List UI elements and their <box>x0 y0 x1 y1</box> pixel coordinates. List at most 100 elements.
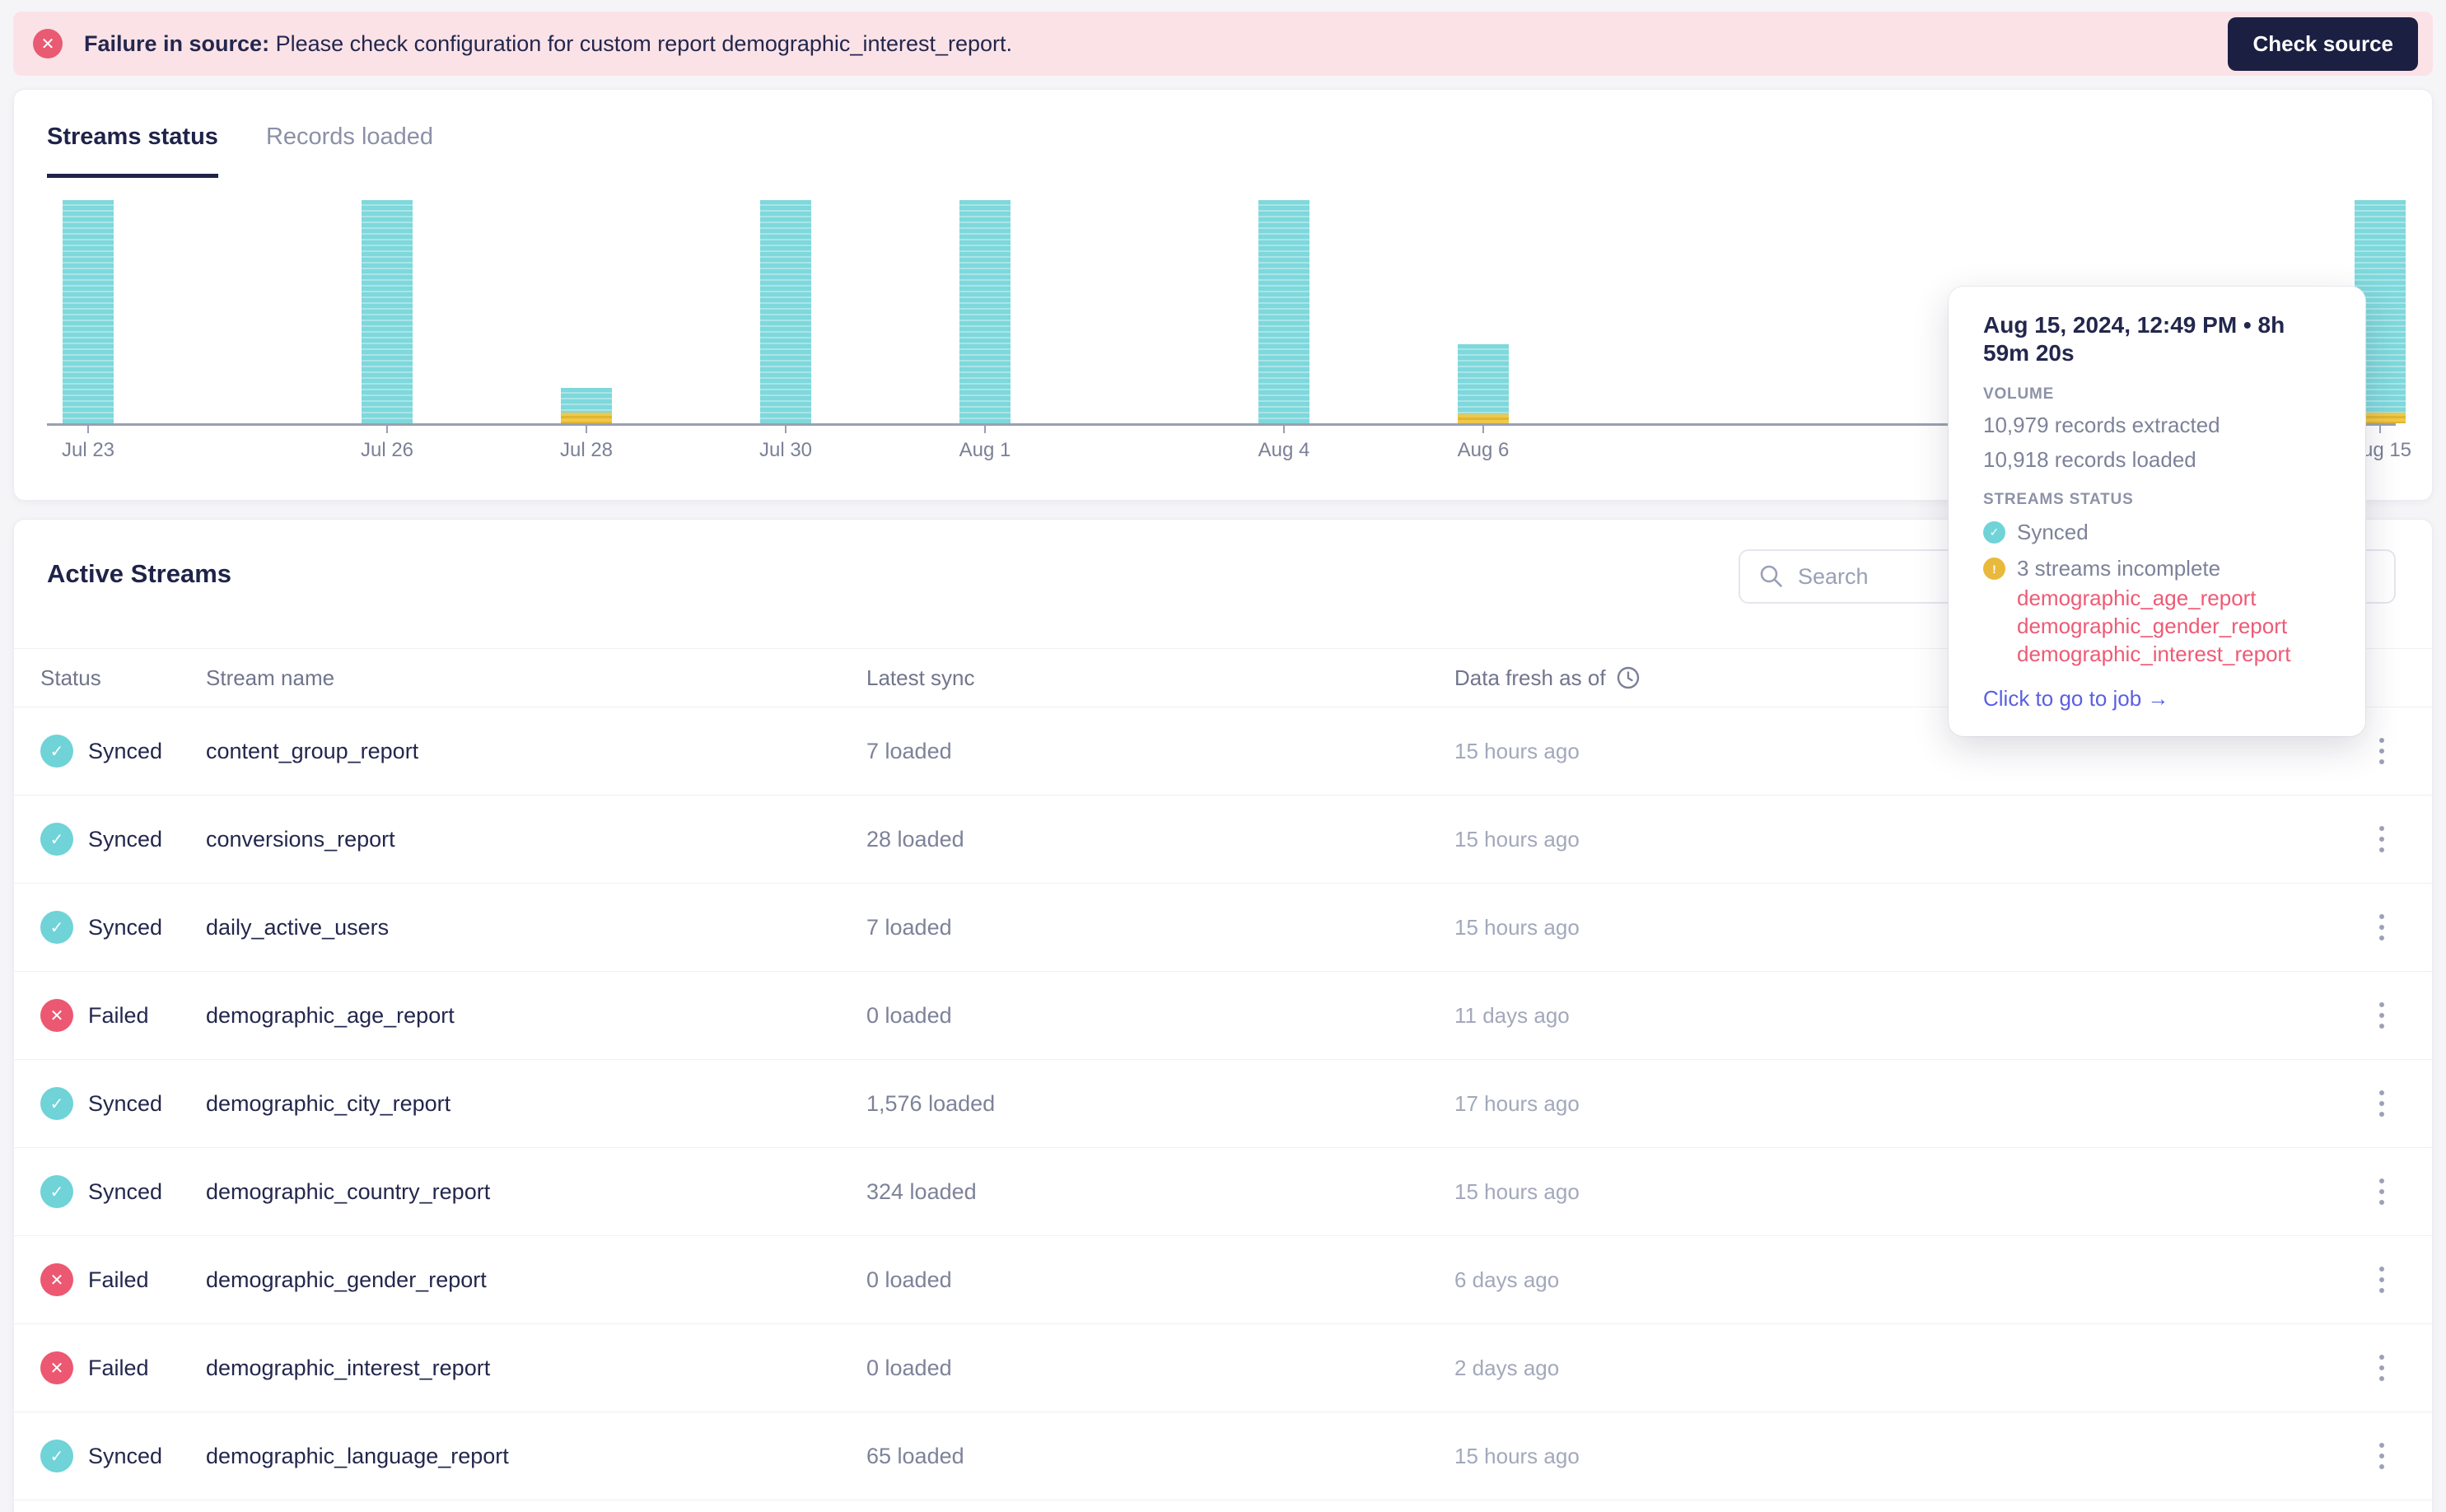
table-row: ✓ Synced demographic_city_report 1,576 load… <box>14 1060 2432 1148</box>
check-source-button[interactable]: Check source <box>2228 16 2418 71</box>
column-data-fresh: Data fresh as of <box>1454 665 2333 691</box>
sync-history-chart: Jul 23 Jul 26 Jul 28 Jul 30 Aug 1 Aug 4 Aug 6 A… <box>14 90 2432 500</box>
data-fresh: 6 days ago <box>1454 1267 1560 1292</box>
chart-bar-aug-1[interactable] <box>959 200 1011 423</box>
latest-sync: 7 loaded <box>866 914 952 940</box>
data-fresh: 15 hours ago <box>1454 1178 1580 1204</box>
table-row: ✓ Synced content_group_report 7 loaded 15 ho… <box>14 707 2432 796</box>
latest-sync: 0 loaded <box>866 1355 952 1380</box>
tooltip-records-extracted: 10,979 records extracted <box>1983 413 2220 437</box>
table-header: Status Stream name Latest sync Data fres… <box>14 648 2432 707</box>
status-cell: ✕ Failed <box>40 1263 206 1296</box>
status-label: Synced <box>88 738 163 763</box>
status-synced-icon: ✓ <box>40 735 73 768</box>
tab-streams-status[interactable]: Streams status <box>47 123 218 178</box>
table-row: ✕ Failed demographic_interest_report 0 load… <box>14 1324 2432 1412</box>
axis-label: Aug 1 <box>959 439 1011 461</box>
status-synced-icon: ✓ <box>40 1175 73 1208</box>
sync-tooltip: Aug 15, 2024, 12:49 PM • 8h 59m 20s VOLU… <box>1949 287 2365 736</box>
status-synced-icon: ✓ <box>40 911 73 944</box>
status-cell: ✓ Synced <box>40 735 206 768</box>
incomplete-label: 3 streams incomplete <box>2017 556 2221 581</box>
stream-name: demographic_country_report <box>206 1178 491 1204</box>
failed-stream-link[interactable]: demographic_interest_report <box>2017 642 2291 666</box>
failed-stream-link[interactable]: demographic_gender_report <box>2017 614 2288 638</box>
latest-sync: 28 loaded <box>866 826 964 852</box>
latest-sync: 7 loaded <box>866 738 952 763</box>
chart-bar-aug-6[interactable] <box>1458 344 1509 423</box>
tooltip-title: Aug 15, 2024, 12:49 PM • 8h 59m 20s <box>1983 312 2285 366</box>
search-icon <box>1760 565 1782 587</box>
status-label: Failed <box>88 1267 149 1292</box>
kebab-menu-icon[interactable] <box>2374 1174 2389 1210</box>
kebab-menu-icon[interactable] <box>2374 997 2389 1034</box>
kebab-menu-icon[interactable] <box>2374 1085 2389 1122</box>
axis-tick <box>1482 426 1484 433</box>
tooltip-incomplete-row: ! 3 streams incomplete <box>1983 556 2332 581</box>
data-fresh: 15 hours ago <box>1454 826 1580 852</box>
axis-label: Aug 4 <box>1258 439 1310 461</box>
stream-name: demographic_language_report <box>206 1443 509 1468</box>
failed-stream-links: demographic_age_report demographic_gender… <box>2017 584 2332 668</box>
kebab-menu-icon[interactable] <box>2374 1262 2389 1298</box>
kebab-menu-icon[interactable] <box>2374 821 2389 857</box>
chart-bar-aug-4[interactable] <box>1258 200 1309 423</box>
latest-sync: 1,576 loaded <box>866 1090 996 1116</box>
axis-label: Jul 23 <box>61 439 115 461</box>
streams-table-body: ✓ Synced content_group_report 7 loaded 15 ho… <box>14 707 2432 1500</box>
stream-name: conversions_report <box>206 826 395 852</box>
go-to-job-link[interactable]: Click to go to job → <box>1983 686 2169 711</box>
chart-bar-jul-28[interactable] <box>561 388 612 423</box>
table-row: ✓ Synced conversions_report 28 loaded 15 hou… <box>14 796 2432 884</box>
axis-tick <box>386 426 388 433</box>
chart-bar-jul-30[interactable] <box>760 200 811 423</box>
data-fresh: 15 hours ago <box>1454 1443 1580 1468</box>
status-cell: ✓ Synced <box>40 823 206 856</box>
tooltip-volume-label: VOLUME <box>1983 385 2055 403</box>
latest-sync: 324 loaded <box>866 1178 977 1204</box>
chart-bar-jul-26[interactable] <box>362 200 413 423</box>
stream-name: demographic_interest_report <box>206 1355 491 1380</box>
status-label: Synced <box>88 1443 163 1468</box>
table-row: ✓ Synced demographic_country_report 324 loa… <box>14 1148 2432 1236</box>
stream-name: demographic_age_report <box>206 1002 455 1028</box>
axis-label: Jul 28 <box>559 439 614 461</box>
synced-check-icon: ✓ <box>1983 521 2005 544</box>
failed-stream-link[interactable]: demographic_age_report <box>2017 586 2257 610</box>
data-fresh: 2 days ago <box>1454 1355 1560 1380</box>
kebab-menu-icon[interactable] <box>2374 909 2389 945</box>
stream-name: demographic_city_report <box>206 1090 451 1116</box>
chart-bar-jul-23[interactable] <box>63 200 114 423</box>
tab-records-loaded[interactable]: Records loaded <box>265 124 434 150</box>
status-cell: ✕ Failed <box>40 1351 206 1384</box>
latest-sync: 0 loaded <box>866 1002 952 1028</box>
status-cell: ✓ Synced <box>40 1175 206 1208</box>
table-row: ✕ Failed demographic_gender_report 0 loaded… <box>14 1236 2432 1324</box>
bar-warning-segment <box>1458 414 1509 423</box>
latest-sync: 65 loaded <box>866 1443 964 1468</box>
kebab-menu-icon[interactable] <box>2374 1350 2389 1386</box>
latest-sync: 0 loaded <box>866 1267 952 1292</box>
axis-tick <box>2379 426 2381 433</box>
data-fresh: 11 days ago <box>1454 1002 1570 1028</box>
data-fresh: 15 hours ago <box>1454 738 1580 763</box>
warning-icon: ! <box>1983 558 2005 580</box>
status-cell: ✓ Synced <box>40 1087 206 1120</box>
column-stream-name: Stream name <box>206 665 335 690</box>
axis-tick <box>586 426 587 433</box>
status-failed-icon: ✕ <box>40 999 73 1032</box>
axis-label: Jul 30 <box>759 439 813 461</box>
tooltip-synced-row: ✓ Synced <box>1983 520 2332 545</box>
bar-warning-segment <box>561 413 612 423</box>
status-synced-icon: ✓ <box>40 823 73 856</box>
stream-name: daily_active_users <box>206 914 390 940</box>
x-axis <box>47 423 2396 426</box>
axis-tick <box>1283 426 1285 433</box>
kebab-menu-icon[interactable] <box>2374 1438 2389 1474</box>
axis-label: Aug 6 <box>1457 439 1510 461</box>
status-synced-icon: ✓ <box>40 1087 73 1120</box>
tooltip-streams-status-label: STREAMS STATUS <box>1983 491 2134 508</box>
kebab-menu-icon[interactable] <box>2374 733 2389 769</box>
status-failed-icon: ✕ <box>40 1351 73 1384</box>
status-cell: ✓ Synced <box>40 1440 206 1472</box>
